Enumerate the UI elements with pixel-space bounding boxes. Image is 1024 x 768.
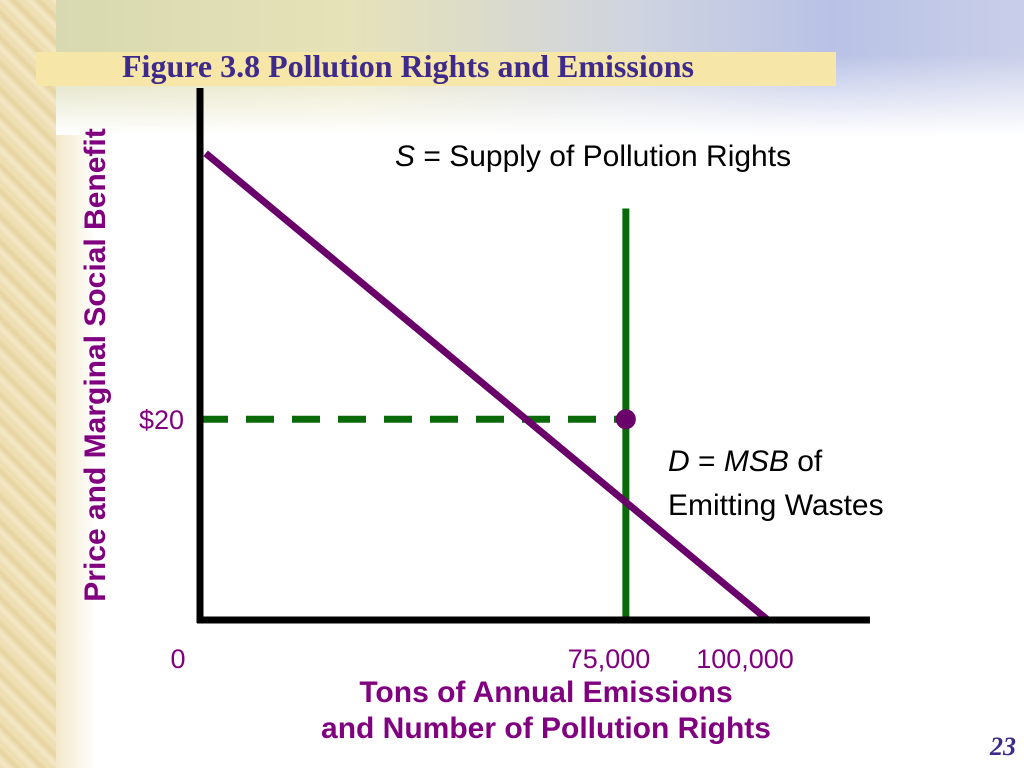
- supply-label-part: S: [395, 140, 415, 173]
- x-tick-label: 100,000: [696, 644, 794, 674]
- demand-line: [203, 150, 771, 623]
- x-tick-label: 75,000: [568, 644, 651, 674]
- x-axis-label-line-1: Tons of Annual Emissions: [359, 676, 733, 709]
- demand-label: D = MSB of: [668, 445, 823, 478]
- x-tick-label: 0: [170, 644, 185, 674]
- x-axis-label-line-2: and Number of Pollution Rights: [321, 712, 771, 745]
- demand-label-part: MSB: [724, 445, 789, 478]
- demand-label-line-2: Emitting Wastes: [668, 489, 884, 522]
- title-highlight-band: [36, 52, 836, 86]
- sidebar-texture: [0, 0, 56, 768]
- y-tick-label: $20: [139, 405, 184, 435]
- equilibrium-point: [615, 409, 636, 430]
- demand-label-part: D: [668, 445, 690, 478]
- supply-label: S = Supply of Pollution Rights: [395, 140, 791, 173]
- demand-label-part: of: [789, 445, 823, 478]
- demand-label-part: =: [690, 445, 724, 478]
- supply-label-part: = Supply of Pollution Rights: [415, 140, 791, 173]
- slide-number: 23: [990, 732, 1016, 761]
- page-title: Figure 3.8 Pollution Rights and Emission…: [122, 48, 694, 84]
